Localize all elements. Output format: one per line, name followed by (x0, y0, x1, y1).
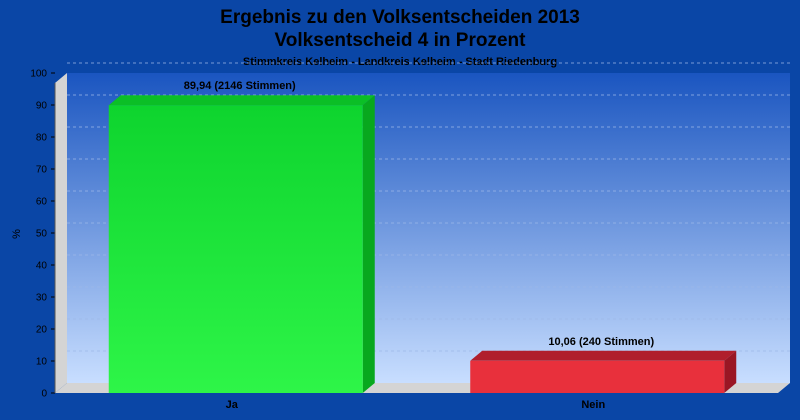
y-tick-label: 80 (36, 133, 48, 144)
data-label-ja: 89,94 (2146 Stimmen) (184, 80, 296, 92)
plot-area: 0 10 20 30 40 50 60 70 80 90 100 89,94 (2146 Stimme… (30, 62, 790, 411)
y-tick-label: 50 (36, 229, 48, 240)
y-tick-label: 0 (41, 389, 47, 400)
chart-title-line2: Volksentscheid 4 in Prozent (275, 30, 527, 51)
bar-top-nein (470, 350, 737, 361)
y-tick-label: 40 (36, 261, 48, 272)
y-tick-label: 70 (36, 165, 48, 176)
y-tick-label: 90 (36, 101, 48, 112)
plot-left-wall (55, 73, 67, 393)
chart-title-line1: Ergebnis zu den Volksentscheiden 2013 (220, 7, 580, 28)
y-tick-label: 30 (36, 293, 48, 304)
data-label-nein: 10,06 (240 Stimmen) (548, 336, 654, 348)
bar-top-ja (108, 95, 375, 106)
y-tick-label: 20 (36, 325, 48, 336)
bar-nein (470, 360, 725, 393)
chart-subtitle: Stimmkreis Kelheim - Landkreis Kelheim -… (243, 56, 557, 68)
bar-ja (108, 105, 363, 393)
x-category-label-nein: Nein (581, 399, 605, 411)
bar-side-ja (362, 95, 375, 393)
bar-side-nein (724, 350, 737, 393)
y-tick-label: 60 (36, 197, 48, 208)
y-tick-label: 100 (30, 69, 47, 80)
y-tick-label: 10 (36, 357, 48, 368)
x-category-label-ja: Ja (226, 399, 239, 411)
y-axis-label: % (11, 229, 23, 239)
